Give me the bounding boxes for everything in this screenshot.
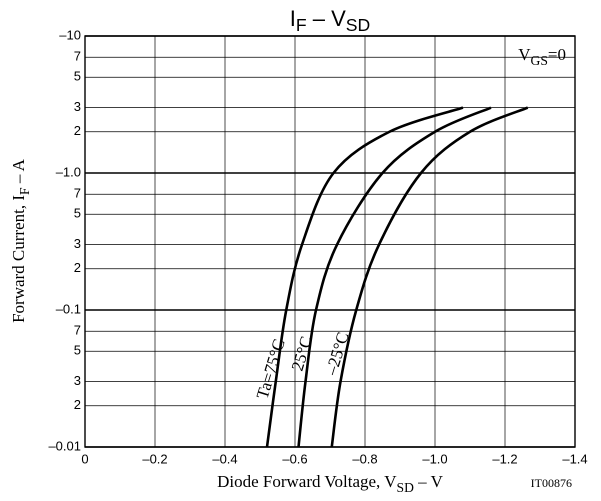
curve bbox=[297, 106, 492, 448]
y-tick-label: 5 bbox=[74, 343, 81, 358]
text-part: I bbox=[290, 6, 296, 31]
plot-area: –0.01 2 3 5 7 –0.1 2 3 5 7 –1.0 2 3 5 7 –10 0 –0.2 –0.4 –0.… bbox=[48, 27, 587, 466]
text-part: Forward Current, I bbox=[9, 195, 28, 323]
x-tick-label: –0.2 bbox=[142, 451, 167, 466]
text-part: =0 bbox=[548, 45, 566, 64]
series-label: Ta=75°C bbox=[253, 337, 289, 401]
text-part: – V bbox=[307, 6, 346, 31]
y-tick-label: 5 bbox=[74, 206, 81, 221]
subscript: F bbox=[17, 187, 32, 195]
subscript: SD bbox=[346, 15, 370, 35]
y-tick-label: 7 bbox=[74, 49, 81, 64]
text-part: V bbox=[518, 45, 531, 64]
y-tick-label: 7 bbox=[74, 323, 81, 338]
curve-labels: Ta=75°C 25°C –25°C bbox=[253, 330, 353, 401]
y-tick-label: 5 bbox=[74, 69, 81, 84]
y-tick-label: 2 bbox=[74, 123, 81, 138]
subscript: F bbox=[296, 15, 307, 35]
x-tick-label: –1.4 bbox=[562, 451, 587, 466]
x-tick-label: –1.2 bbox=[492, 451, 517, 466]
y-tick-label: 3 bbox=[74, 99, 81, 114]
condition-box bbox=[472, 40, 571, 68]
text-part: – V bbox=[414, 472, 444, 491]
y-tick-label: –0.1 bbox=[56, 301, 81, 316]
text-part: – A bbox=[9, 158, 28, 187]
subscript: SD bbox=[397, 480, 415, 495]
x-tick-label: 0 bbox=[81, 451, 88, 466]
chart-title: IF – VSD bbox=[290, 6, 370, 35]
x-tick-label: –0.6 bbox=[282, 451, 307, 466]
x-axis-label: Diode Forward Voltage, VSD – V bbox=[217, 472, 444, 495]
y-tick-label: 3 bbox=[74, 373, 81, 388]
subscript: GS bbox=[531, 53, 548, 68]
y-tick-label: –1.0 bbox=[56, 164, 81, 179]
y-tick-label: 2 bbox=[74, 397, 81, 412]
x-tick-label: –0.8 bbox=[352, 451, 377, 466]
text-part: Diode Forward Voltage, V bbox=[217, 472, 397, 491]
plot-frame bbox=[84, 35, 576, 448]
series-label: 25°C bbox=[288, 334, 316, 373]
x-tick-label: –0.4 bbox=[212, 451, 237, 466]
y-axis-label: Forward Current, IF – A bbox=[9, 158, 32, 323]
y-tick-label: 3 bbox=[74, 236, 81, 251]
curve bbox=[330, 106, 529, 448]
y-tick-label: 2 bbox=[74, 260, 81, 275]
y-tick-label: –10 bbox=[59, 27, 81, 42]
figure-code: IT00876 bbox=[531, 476, 572, 490]
series-label: –25°C bbox=[321, 330, 352, 378]
condition-label: VGS=0 bbox=[518, 45, 566, 68]
y-tick-label: –0.01 bbox=[48, 438, 81, 453]
x-tick-label: –1.0 bbox=[422, 451, 447, 466]
curve bbox=[265, 106, 464, 448]
y-tick-label: 7 bbox=[74, 186, 81, 201]
